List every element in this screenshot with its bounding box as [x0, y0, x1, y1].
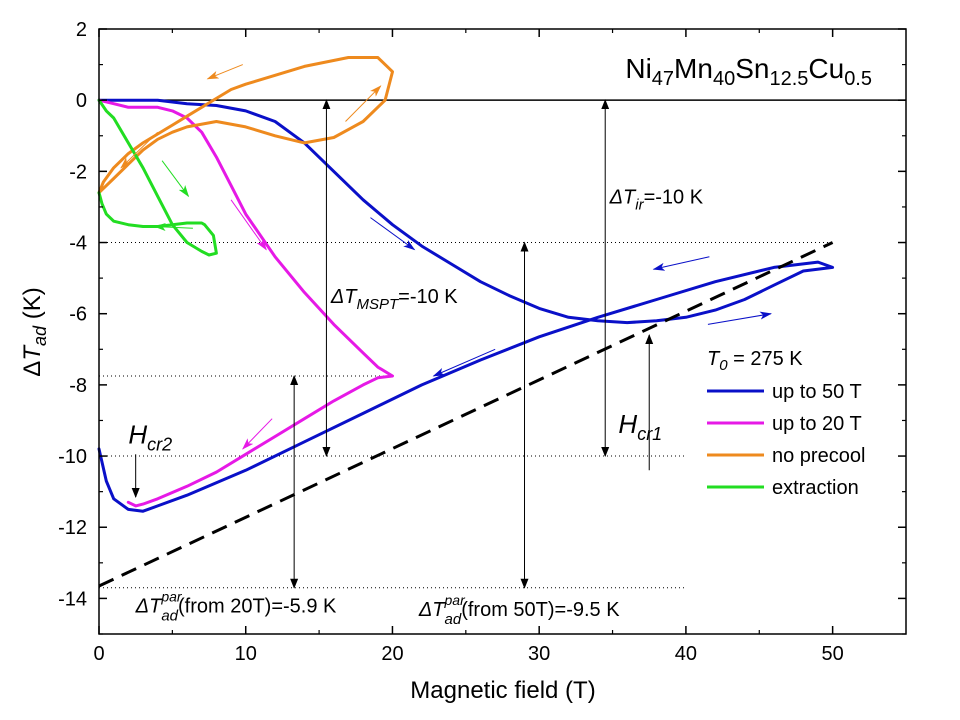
title-text: Ni	[625, 53, 651, 84]
annotation-dtmspt: ΔTMSPT=-10 K	[330, 286, 458, 313]
annotation-dtpar50: ΔTpar ad(from 50T)=-9.5 K	[418, 592, 620, 628]
annotation-part: =-10 K	[398, 286, 458, 308]
title-subscript: 47	[652, 68, 674, 90]
annotation-part: cr2	[147, 435, 172, 455]
y-tick-label: -8	[69, 375, 87, 397]
direction-arrow	[206, 64, 243, 80]
title-text: Cu	[808, 53, 844, 84]
ylabel-sub: ad	[30, 325, 50, 346]
x-tick-label: 50	[822, 643, 844, 665]
legend-label: up to 50 T	[772, 381, 862, 403]
direction-arrow	[230, 199, 267, 251]
plot-border	[98, 28, 907, 635]
direction-arrow	[120, 131, 159, 169]
direction-arrow	[161, 160, 190, 198]
plot-frame	[98, 28, 907, 635]
y-tick-label: -10	[58, 446, 87, 468]
reference-lines	[99, 99, 906, 589]
title-text: Sn	[735, 53, 769, 84]
paramagnetic-fit-line	[98, 241, 834, 588]
legend-label: no precool	[772, 445, 865, 467]
x-tick-label: 30	[528, 643, 550, 665]
y-tick-label: -12	[58, 517, 87, 539]
annotation-part: (from 50T)=-9.5 K	[461, 599, 620, 621]
ylabel-delta: Δ	[19, 361, 46, 377]
annotation-part: (from 20T)=-5.9 K	[178, 596, 337, 618]
direction-arrow	[345, 85, 382, 122]
legend-header: T0 = 275 K	[707, 348, 803, 374]
annotation-part: ΔT	[135, 596, 163, 618]
title-subscript: 12.5	[769, 68, 808, 90]
series-up-to-50-t	[97, 98, 835, 513]
series-no-precool	[97, 56, 394, 195]
x-tick-label: 40	[675, 643, 697, 665]
y-tick-label: -4	[69, 233, 87, 255]
y-tick-label: 2	[76, 19, 87, 41]
annotation-subscript: ad	[445, 611, 462, 628]
annotation-superscript: par	[160, 589, 183, 605]
series-extraction	[97, 98, 218, 257]
y-tick-label: -6	[69, 304, 87, 326]
y-axis-title: ΔTad (K)	[19, 287, 50, 376]
direction-arrow	[652, 256, 710, 271]
ylabel-t: T	[19, 344, 46, 361]
ylabel-unit: (K)	[19, 287, 46, 326]
series-up-to-20-t	[97, 98, 394, 508]
annotation-part: ir	[635, 196, 644, 213]
direction-arrow	[432, 348, 496, 377]
series-lines	[97, 56, 835, 588]
annotation-part: ΔT	[609, 186, 637, 208]
annotation-part: ΔT	[330, 286, 358, 308]
chart-title: Ni47Mn40Sn12.5Cu0.5	[625, 53, 872, 90]
direction-arrow	[707, 311, 772, 325]
legend-label: up to 20 T	[772, 413, 862, 435]
title-text: Mn	[674, 53, 713, 84]
legend-label: extraction	[772, 477, 859, 499]
legend: T0 = 275 K up to 50 T up to 20 T no precool…	[707, 348, 865, 499]
direction-arrow	[370, 217, 416, 251]
annotation-part: ΔT	[418, 599, 446, 621]
x-axis-title: Magnetic field (T)	[410, 677, 595, 704]
x-tick-label: 0	[93, 643, 104, 665]
y-tick-label: -2	[69, 161, 87, 183]
y-tick-label: 0	[76, 90, 87, 112]
annotation-part: =-10 K	[644, 186, 704, 208]
annotation-part: H	[618, 409, 637, 439]
annotation-dtir: ΔTir=-10 K	[609, 186, 704, 213]
annotation-subscript: ad	[161, 608, 178, 625]
annotation-part: cr1	[637, 424, 662, 444]
annotation-hcr2: Hcr2	[128, 420, 172, 455]
x-tick-label: 20	[381, 643, 403, 665]
direction-arrow	[153, 223, 193, 232]
annotation-arrows	[120, 64, 772, 589]
x-tick-label: 10	[235, 643, 257, 665]
annotation-part: H	[128, 420, 147, 450]
annotation-dtpar20: ΔTpar ad(from 20T)=-5.9 K	[135, 589, 337, 625]
annotation-hcr1: Hcr1	[618, 409, 662, 444]
annotation-superscript: par	[444, 592, 467, 608]
y-tick-label: -14	[58, 588, 87, 610]
title-subscript: 0.5	[844, 68, 872, 90]
annotation-part: MSPT	[356, 296, 400, 313]
title-subscript: 40	[713, 68, 735, 90]
direction-arrow	[242, 418, 273, 450]
